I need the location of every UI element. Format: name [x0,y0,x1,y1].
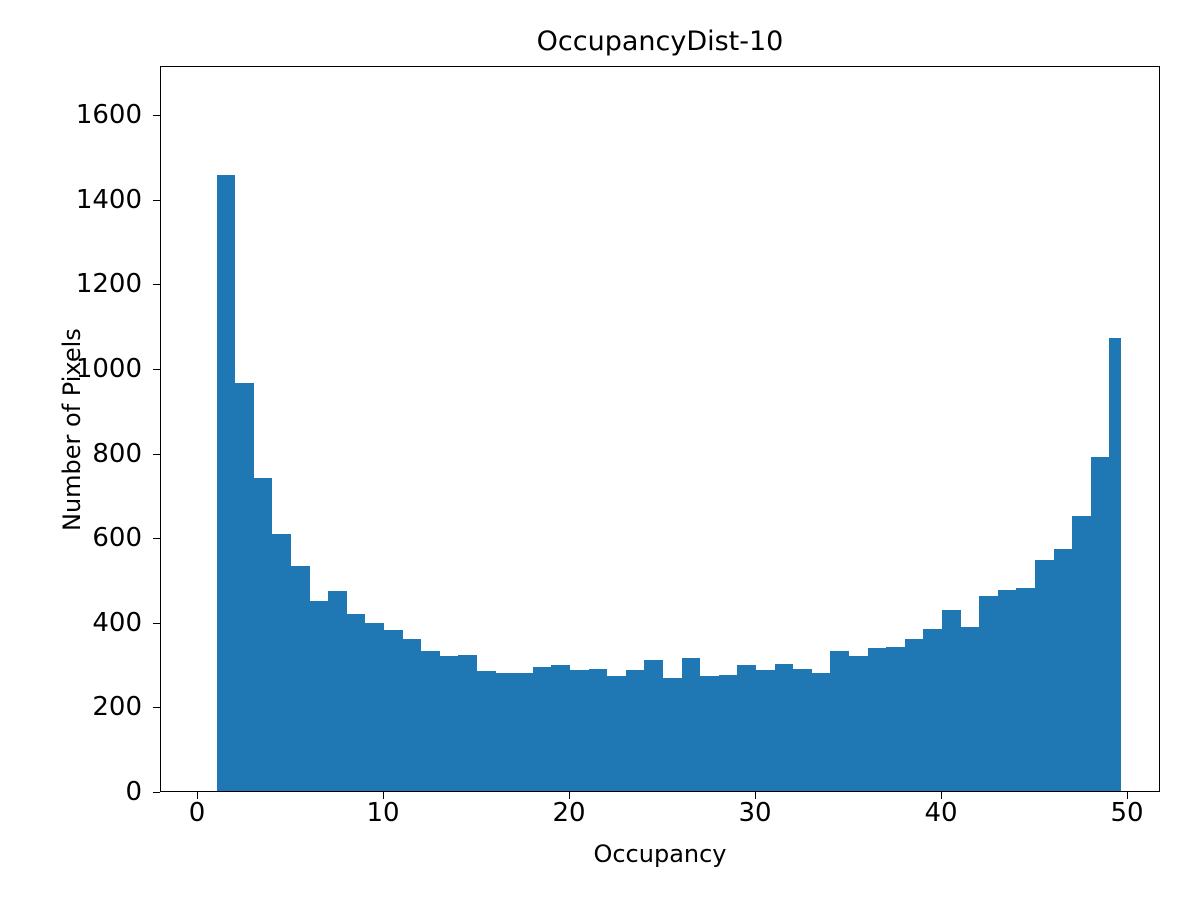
y-tick-mark [153,453,160,455]
histogram-bar [346,614,366,791]
histogram-bar [1109,338,1121,791]
x-tick-mark [941,792,942,799]
y-tick-label: 1200 [75,269,142,300]
histogram-bar [904,638,924,791]
histogram-bar [774,664,794,791]
histogram-bar [830,651,849,791]
histogram-bar [942,609,961,791]
x-tick-mark [383,792,384,799]
histogram-bar [477,671,496,791]
histogram-bar [886,647,905,791]
histogram-bar [663,677,682,791]
y-tick-label: 600 [92,523,142,554]
histogram-bar [997,589,1017,791]
y-tick-mark [153,707,160,709]
y-tick-mark [153,115,160,116]
x-axis-label: Occupancy [593,840,727,868]
x-tick-label: 50 [1110,798,1144,828]
histogram-bar [756,669,775,791]
y-tick-label: 1400 [75,184,142,215]
histogram-bar [421,650,440,791]
histogram-bar [328,591,347,791]
histogram-bar [1090,456,1110,791]
x-tick-label: 40 [924,798,958,828]
histogram-bar [793,668,812,791]
histogram-bar [235,382,254,791]
y-tick-mark [153,284,160,286]
histogram-bar [532,667,552,791]
histogram-bar [365,622,384,791]
y-tick-mark [153,792,160,793]
chart-title: OccupancyDist-10 [536,26,784,57]
y-tick-label: 400 [92,607,142,638]
histogram-bar [402,638,422,791]
y-tick-label: 200 [92,692,142,723]
y-tick-mark [153,199,160,201]
histogram-bar [309,601,329,791]
histogram-bar [551,665,570,791]
histogram-bar [291,565,310,791]
y-tick-label: 1000 [75,353,142,384]
histogram-bar [216,174,236,791]
x-tick-label: 0 [188,798,206,828]
x-tick-mark [569,792,570,799]
x-tick-mark [1127,792,1128,799]
histogram-bar [849,655,868,791]
y-tick-mark [153,622,160,624]
y-tick-mark [153,538,160,540]
histogram-bar [718,675,738,791]
histogram-bar [253,477,273,791]
histogram-bar [1035,560,1054,791]
histogram-bar [867,648,887,791]
histogram-bar [607,675,626,791]
histogram-bar [681,658,701,791]
x-tick-label: 30 [738,798,772,828]
histogram-bar [272,533,291,791]
x-tick-label: 20 [552,798,586,828]
y-tick-mark [153,368,160,370]
y-tick-label: 1600 [75,100,142,130]
histogram-bar [1072,515,1091,791]
bars-container [161,67,1159,791]
histogram-bar [1053,548,1073,791]
histogram-bar [588,669,608,791]
histogram-bar [625,670,645,791]
histogram-bar [384,630,403,791]
histogram-bar [495,672,515,791]
histogram-bar [439,655,459,791]
histogram-bar [458,654,477,791]
histogram-bar [1016,587,1035,791]
x-tick-mark [197,792,198,799]
histogram-bar [979,595,998,791]
plot-axes [160,66,1160,792]
histogram-bar [923,629,942,791]
x-tick-label: 10 [366,798,400,828]
y-tick-label: 800 [92,438,142,469]
x-tick-mark [755,792,756,799]
histogram-bar [737,665,756,791]
histogram-bar [960,626,980,791]
histogram-bar [811,672,831,791]
histogram-bar [514,673,533,791]
histogram-bar [644,659,663,791]
y-tick-label: 0 [125,777,142,807]
histogram-bar [570,670,589,791]
histogram-bar [700,675,719,791]
